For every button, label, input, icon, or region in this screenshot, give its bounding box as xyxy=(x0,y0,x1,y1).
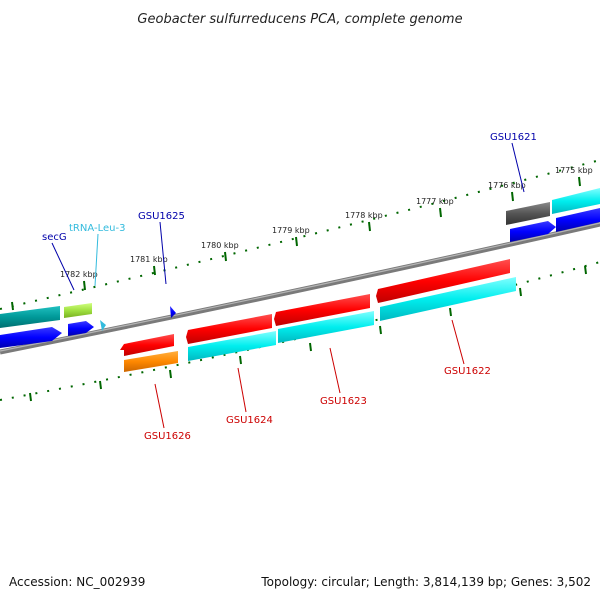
leader-gsu1625 xyxy=(159,221,167,285)
feature-secg-reverse xyxy=(68,321,94,336)
feature-reverse-gene-right-1 xyxy=(510,221,556,242)
outer-major-tick xyxy=(578,176,581,187)
label-gsu1624: GSU1624 xyxy=(226,415,273,426)
outer-major-tick xyxy=(83,280,86,291)
kbp-label: 1781 kbp xyxy=(130,255,168,264)
inner-major-tick xyxy=(449,307,452,317)
kbp-label: 1782 kbp xyxy=(60,270,98,279)
label-gsu1623: GSU1623 xyxy=(320,396,367,407)
kbp-label: 1778 kbp xyxy=(345,211,383,220)
leader-trna-leu-3 xyxy=(94,233,99,287)
label-secg: secG xyxy=(42,232,67,243)
inner-major-tick xyxy=(519,287,522,297)
label-gsu1622: GSU1622 xyxy=(444,366,491,377)
kbp-label: 1779 kbp xyxy=(272,226,310,235)
feature-gsu1621-other xyxy=(506,202,550,225)
feature-trna-marker xyxy=(100,320,106,331)
feature-gsu1625-marker xyxy=(170,306,176,318)
leader-secg xyxy=(51,242,75,291)
outer-major-tick xyxy=(295,236,298,247)
feature-reverse-gene-left xyxy=(0,327,62,348)
major-ticks xyxy=(11,176,587,402)
feature-gsu1623-cds xyxy=(278,311,374,343)
feature-reverse-gene-right-2 xyxy=(556,208,600,232)
feature-trna-leu-3 xyxy=(64,303,92,318)
feature-gsu1626-pseudo xyxy=(124,351,178,372)
kbp-labels: 1782 kbp 1781 kbp 1780 kbp 1779 kbp 1778 kbp… xyxy=(60,166,593,279)
outer-major-tick xyxy=(511,191,514,202)
feature-teal-cds-left xyxy=(0,306,60,328)
inner-major-tick xyxy=(584,265,587,275)
feature-cds-right xyxy=(552,188,600,214)
outer-major-tick xyxy=(224,251,227,262)
outer-major-tick xyxy=(439,207,442,218)
inner-major-tick xyxy=(239,355,242,365)
outer-major-tick xyxy=(153,265,156,276)
feature-gsu1626-gene xyxy=(120,334,174,356)
feature-gsu1623-gene xyxy=(274,294,370,326)
leader-gsu1624 xyxy=(237,367,247,413)
leader-gsu1626 xyxy=(154,383,165,429)
feature-gsu1624-cds xyxy=(188,331,276,361)
inner-major-tick xyxy=(169,369,172,379)
leader-gsu1623 xyxy=(329,347,341,394)
label-trna-leu-3: tRNA-Leu-3 xyxy=(69,223,125,234)
genome-backbone xyxy=(0,221,600,355)
inner-major-tick xyxy=(309,342,312,352)
inner-major-tick xyxy=(99,380,102,390)
genome-summary-text: Topology: circular; Length: 3,814,139 bp… xyxy=(261,575,591,589)
label-gsu1625: GSU1625 xyxy=(138,211,185,222)
genome-backbone-highlight xyxy=(0,222,600,352)
label-gsu1621: GSU1621 xyxy=(490,132,537,143)
outer-major-tick xyxy=(11,301,14,311)
label-gsu1626: GSU1626 xyxy=(144,431,191,442)
feature-gsu1622-cds xyxy=(380,277,516,321)
map-title: Geobacter sulfurreducens PCA, complete g… xyxy=(137,12,462,27)
outer-major-tick xyxy=(368,221,371,232)
inner-major-tick xyxy=(379,325,382,335)
leader-gsu1622 xyxy=(451,319,465,365)
feature-gsu1624-gene xyxy=(186,314,272,344)
kbp-label: 1780 kbp xyxy=(201,241,239,250)
kbp-label: 1777 kbp xyxy=(416,197,454,206)
kbp-label: 1776 kbp xyxy=(488,181,526,190)
feature-gsu1622-gene xyxy=(376,259,510,303)
kbp-label: 1775 kbp xyxy=(555,166,593,175)
accession-text: Accession: NC_002939 xyxy=(9,575,146,589)
inner-major-tick xyxy=(29,392,32,402)
leader-gsu1621 xyxy=(511,142,525,193)
